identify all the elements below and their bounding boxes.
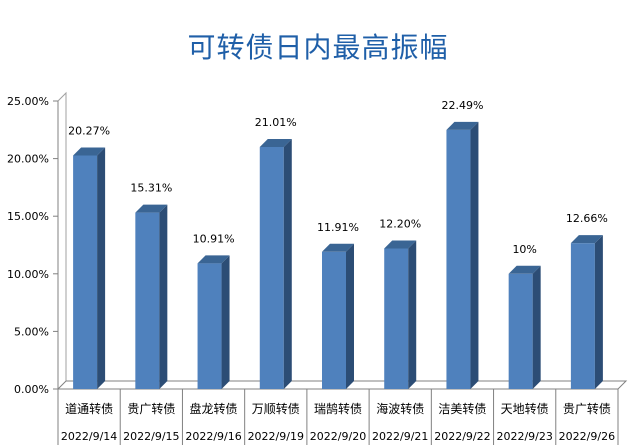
category-date-label: 2022/9/14 [61,430,117,443]
bar-front [508,273,533,389]
bar-front [384,248,409,389]
bar-top [446,121,479,130]
category-date-label: 2022/9/22 [434,430,490,443]
bar-front [570,243,595,389]
bar [259,138,292,389]
bar-side [346,243,354,389]
bar-top [508,265,541,274]
bar-top [135,204,168,213]
chart-title: 可转债日内最高振幅 [187,31,449,64]
category-label: 瑞鹄转债 [314,401,362,416]
bar [73,147,106,389]
bar [570,235,603,389]
data-label: 15.31% [130,182,172,195]
data-label: 20.27% [68,124,110,137]
category-date-label: 2022/9/21 [372,430,428,443]
data-label: 10.91% [193,232,235,245]
category-label: 道通转债 [65,401,113,416]
category-date-label: 2022/9/19 [248,430,304,443]
bar-top [322,243,354,252]
data-label: 22.49% [441,99,483,112]
category-label: 万顺转债 [252,401,300,416]
category-date-label: 2022/9/26 [559,430,615,443]
data-label: 12.20% [379,217,421,230]
bar-side [283,138,292,389]
bars [73,121,603,390]
bar-top [570,235,603,244]
category-label: 贵广转债 [127,401,175,416]
data-label: 21.01% [255,116,297,129]
category-label: 天地转债 [501,401,549,416]
category-labels: 道通转债 2022/9/14 贵广转债 2022/9/15 盘龙转债 2022/9/16 万… [57,389,619,445]
bar-top [259,138,292,147]
bar-side [470,121,479,390]
y-tick-label: 5.00% [14,325,49,338]
bar-front [197,263,222,389]
category-label: 贵广转债 [563,401,611,416]
y-tick-label: 25.00% [7,95,49,108]
data-label: 10% [512,243,536,256]
y-axis-ticks: 0.00% 5.00% 10.00% 15.00% 20.00% 25.00% [7,95,58,396]
bar [197,255,230,389]
category-date-label: 2022/9/20 [310,430,366,443]
y-tick-label: 15.00% [7,210,49,223]
y-tick-label: 10.00% [7,268,49,281]
category-date-label: 2022/9/15 [123,430,179,443]
bar-front [259,146,284,389]
category-label: 盘龙转债 [190,401,238,416]
bar-side [97,147,106,389]
bar [322,243,354,389]
bar-side [532,265,541,389]
data-label: 11.91% [317,221,359,234]
bar [508,265,541,389]
bar-side [221,255,230,389]
floor-corner [57,380,67,390]
bar [384,240,417,389]
bar [135,204,168,389]
bar [446,121,479,390]
bar-front [73,155,98,389]
bar-top [384,240,417,249]
back-wall-edge [57,91,67,381]
category-label: 海波转债 [376,401,424,416]
category-date-label: 2022/9/16 [185,430,241,443]
bar-side [408,240,417,389]
y-tick-label: 20.00% [7,153,49,166]
y-tick-label: 0.00% [14,383,49,396]
data-label: 12.66% [566,212,608,225]
bar-top [197,255,230,264]
bar-front [446,129,471,389]
bar-front [322,251,346,389]
bar-front [135,212,160,389]
category-label: 洁美转债 [438,401,486,416]
data-labels: 20.27% 15.31% 10.91% 21.01% 11.91% 12.20% 22.4… [68,99,608,256]
bar-side [159,204,168,389]
bar-top [73,147,106,156]
bar-side [594,235,603,389]
category-date-label: 2022/9/23 [496,430,552,443]
